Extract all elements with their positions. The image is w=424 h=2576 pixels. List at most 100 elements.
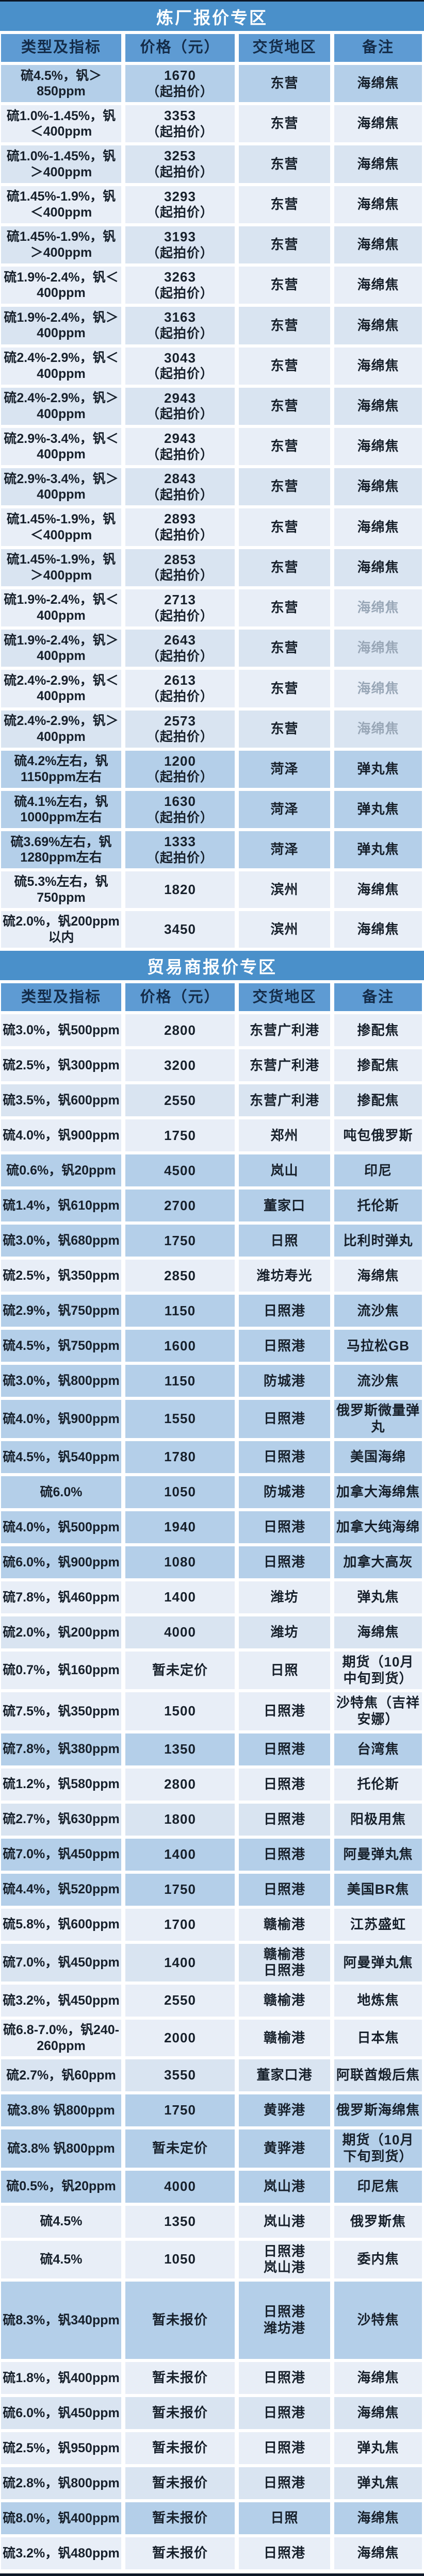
- table-row: 硫3.5%，钒600ppm 2550 东营广利港 掺配焦: [1, 1084, 423, 1117]
- price-cell: 2943 （起拍价）: [125, 387, 235, 425]
- table-row: 硫1.9%-2.4%，钒＜400ppm 3263 （起拍价） 东营 海绵焦: [1, 267, 423, 304]
- table-row: 硫2.4%-2.9%，钒＞400ppm 2573 （起拍价） 东营 海绵焦: [1, 710, 423, 748]
- price-cell: 2853 （起拍价）: [125, 549, 235, 586]
- price-value: 3293: [164, 188, 196, 204]
- price-value: 1940: [164, 1518, 196, 1534]
- table-row: 硫1.45%-1.9%，钒＜400ppm 3293 （起拍价） 东营 海绵焦: [1, 186, 423, 223]
- top-frame-line: [0, 0, 424, 2]
- spec-cell: 硫1.9%-2.4%，钒＞400ppm: [1, 630, 121, 667]
- price-cell: 2643 （起拍价）: [125, 630, 235, 667]
- region-cell: 防城港: [239, 1365, 330, 1397]
- spec-cell: 硫5.3%左右，钒750ppm: [1, 871, 121, 909]
- table-row: 硫4.5%，钒750ppm 1600 日照港 马拉松GB: [1, 1330, 423, 1362]
- note-cell: 加拿大海绵焦: [334, 1476, 422, 1508]
- price-start-bid-note: （起拍价）: [146, 770, 214, 785]
- spec-cell: 硫8.0%，钒400ppm: [1, 2502, 121, 2534]
- table-row: 硫6.0%，钒450ppm 暂未报价 日照港 海绵焦: [1, 2397, 423, 2429]
- price-start-bid-note: （起拍价）: [146, 649, 214, 664]
- note-cell: 海绵焦: [334, 871, 422, 909]
- note-cell: 弹丸焦: [334, 831, 422, 869]
- table-row: 硫7.0%，钒450ppm 1400 赣榆港 日照港 阿曼弹丸焦: [1, 1943, 423, 1982]
- price-value: 1400: [164, 1589, 196, 1605]
- note-cell: 海绵焦: [334, 2502, 422, 2534]
- region-cell: 日照港: [239, 1838, 330, 1871]
- note-cell: 阳极用焦: [334, 1803, 422, 1836]
- price-cell: 暂未报价: [125, 2502, 235, 2534]
- spec-cell: 硫5.8%，钒600ppm: [1, 1908, 121, 1941]
- spec-cell: 硫4.0%，钒900ppm: [1, 1119, 121, 1152]
- spec-cell: 硫4.1%左右，钒1000ppm左右: [1, 790, 121, 829]
- table-row: 硫0.5%，钒20ppm 4000 岚山港 印尼焦: [1, 2170, 423, 2203]
- price-value: 4000: [164, 2178, 196, 2194]
- price-cell: 2893 （起拍价）: [125, 508, 235, 546]
- region-cell: 日照港: [239, 2432, 330, 2464]
- spec-cell: 硫4.5%，钒＞850ppm: [1, 65, 121, 103]
- note-cell: 海绵焦: [334, 186, 422, 223]
- spec-cell: 硫2.4%-2.9%，钒＞400ppm: [1, 710, 121, 748]
- note-cell: 掺配焦: [334, 1014, 422, 1047]
- column-header-cell: 价格（元）: [125, 983, 235, 1012]
- note-cell: 弹丸焦: [334, 2432, 422, 2464]
- spec-cell: 硫4.5%，钒750ppm: [1, 1330, 121, 1362]
- table-row: 硫2.5%，钒950ppm 暂未报价 日照港 弹丸焦: [1, 2432, 423, 2464]
- region-cell: 日照港: [239, 1803, 330, 1836]
- region-cell: 日照: [239, 1651, 330, 1690]
- note-cell: 吨包俄罗斯: [334, 1119, 422, 1152]
- note-cell: 美国BR焦: [334, 1873, 422, 1906]
- table-row: 硫2.7%，钒60ppm 3550 董家口港 阿联酋煅后焦: [1, 2059, 423, 2092]
- price-value: 1500: [164, 1703, 196, 1719]
- table-row: 硫7.0%，钒450ppm 1400 日照港 阿曼弹丸焦: [1, 1838, 423, 1871]
- region-cell: 日照: [239, 1225, 330, 1257]
- note-cell: 俄罗斯焦: [334, 2205, 422, 2238]
- region-cell: 岚山: [239, 1154, 330, 1187]
- table-row: 硫6.0%，钒900ppm 1080 日照港 加拿大高灰: [1, 1546, 423, 1578]
- region-cell: 潍坊: [239, 1581, 330, 1613]
- note-cell: 期货（10月中旬到货）: [334, 1651, 422, 1690]
- price-cell: 1600: [125, 1330, 235, 1362]
- spec-cell: 硫3.8% 钒800ppm: [1, 2129, 121, 2168]
- price-value: 3253: [164, 148, 196, 164]
- price-value: 1800: [164, 1811, 196, 1827]
- price-cell: 1333 （起拍价）: [125, 831, 235, 869]
- table-row: 硫4.5% 1050 日照港 岚山港 委内焦: [1, 2240, 423, 2278]
- note-cell: 海绵焦: [334, 670, 422, 707]
- price-value: 1750: [164, 2102, 196, 2118]
- region-cell: 日照港: [239, 1873, 330, 1906]
- spec-cell: 硫4.5%: [1, 2205, 121, 2238]
- price-cell: 3193 （起拍价）: [125, 226, 235, 264]
- region-cell: 郑州: [239, 1119, 330, 1152]
- table-row: 硫1.9%-2.4%，钒＞400ppm 3163 （起拍价） 东营 海绵焦: [1, 307, 423, 344]
- table-row: 硫4.4%，钒520ppm 1750 日照港 美国BR焦: [1, 1873, 423, 1906]
- note-cell: 阿曼弹丸焦: [334, 1838, 422, 1871]
- price-value: 1150: [164, 1373, 196, 1389]
- price-value: 1750: [164, 1127, 196, 1143]
- table-row: 硫4.5% 1350 岚山港 俄罗斯焦: [1, 2205, 423, 2238]
- price-value: 2573: [164, 713, 196, 729]
- price-cell: 1350: [125, 1733, 235, 1765]
- region-cell: 东营: [239, 630, 330, 667]
- price-cell: 1400: [125, 1943, 235, 1982]
- region-cell: 滨州: [239, 911, 330, 948]
- price-cell: 暂未报价: [125, 2397, 235, 2429]
- price-cell: 3163 （起拍价）: [125, 307, 235, 344]
- region-cell: 日照港: [239, 2467, 330, 2499]
- spec-cell: 硫2.8%，钒800ppm: [1, 2467, 121, 2499]
- spec-cell: 硫2.0%，钒200ppm: [1, 1616, 121, 1648]
- table-row: 硫4.5%，钒＞850ppm 1670 （起拍价） 东营 海绵焦: [1, 65, 423, 103]
- table-row: 硫3.2%，钒480ppm 暂未报价 日照港 海绵焦: [1, 2537, 423, 2569]
- price-cell: 暂未报价: [125, 2467, 235, 2499]
- price-value: 3163: [164, 309, 196, 325]
- region-cell: 东营广利港: [239, 1014, 330, 1047]
- note-cell: 俄罗斯微量弹丸: [334, 1400, 422, 1438]
- price-value: 3263: [164, 269, 196, 285]
- spec-cell: 硫6.0%，钒450ppm: [1, 2397, 121, 2429]
- region-cell: 赣榆港: [239, 2020, 330, 2057]
- table-row: 硫2.9%，钒750ppm 1150 日照港 流沙焦: [1, 1295, 423, 1327]
- table-row: 硫7.8%，钒460ppm 1400 潍坊 弹丸焦: [1, 1581, 423, 1613]
- region-cell: 日照港: [239, 1400, 330, 1438]
- price-cell: 1750: [125, 1873, 235, 1906]
- region-cell: 黄骅港: [239, 2094, 330, 2127]
- region-cell: 日照港: [239, 1511, 330, 1543]
- note-cell: 掺配焦: [334, 1049, 422, 1082]
